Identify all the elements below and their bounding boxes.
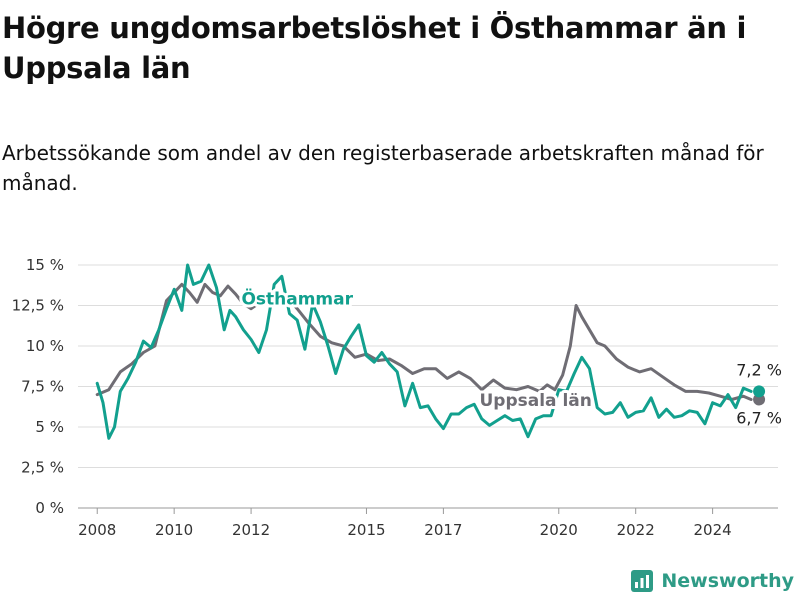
series-line-uppsala [95, 282, 753, 401]
y-tick-label: 5 % [35, 418, 64, 436]
x-tick-label: 2012 [232, 521, 270, 539]
end-value-label: 6,7 % [736, 408, 782, 427]
y-tick-label: 12,5 % [12, 297, 64, 315]
y-tick-label: 10 % [26, 337, 64, 355]
series-label-osthammar: Östhammar [241, 288, 353, 310]
x-tick-label: 2008 [78, 521, 116, 539]
y-tick-label: 7,5 % [21, 378, 64, 396]
end-value-label: 7,2 % [736, 360, 782, 379]
brand-name: Newsworthy [661, 570, 794, 592]
x-tick-label: 2022 [617, 521, 655, 539]
y-tick-label: 15 % [26, 256, 64, 274]
chart-subtitle: Arbetssökande som andel av den registerb… [2, 141, 764, 195]
chart-title: Högre ungdomsarbetslöshet i Östhammar än… [2, 11, 747, 85]
series-line-osthammar [95, 263, 753, 440]
x-tick-label: 2017 [424, 521, 462, 539]
x-tick-label: 2024 [694, 521, 732, 539]
brand-logo: Newsworthy [631, 568, 794, 594]
x-tick-label: 2015 [347, 521, 385, 539]
x-tick-label: 2020 [540, 521, 578, 539]
series-label-halo: Östhammar [241, 288, 353, 310]
x-tick-label: 2010 [155, 521, 193, 539]
y-tick-label: 2,5 % [21, 459, 64, 477]
newsworthy-chart-icon [631, 570, 654, 592]
end-point-marker [753, 385, 766, 398]
y-tick-label: 0 % [35, 499, 64, 517]
series-label-halo: Uppsala län [480, 391, 592, 411]
series-label-uppsala: Uppsala län [480, 391, 592, 411]
